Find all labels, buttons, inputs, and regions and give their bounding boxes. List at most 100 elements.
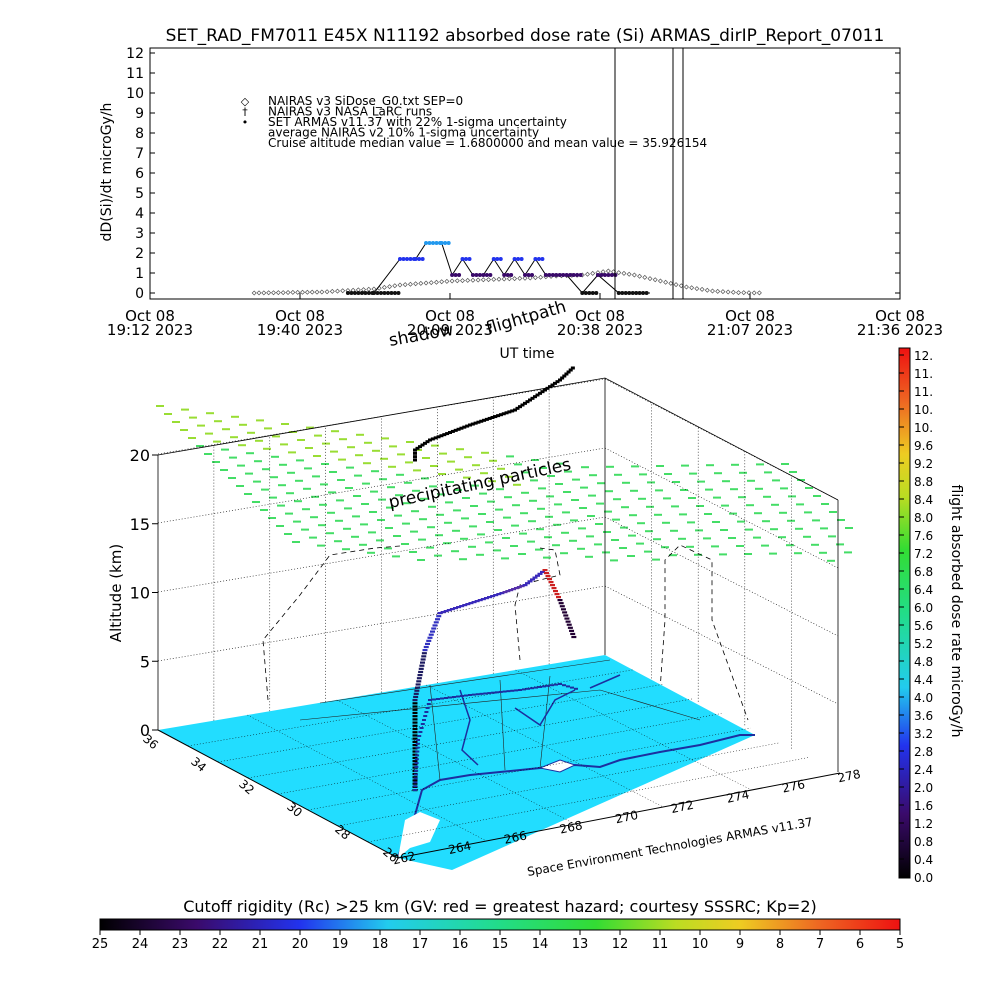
armas-point xyxy=(420,257,425,261)
flightpath-point xyxy=(553,590,558,593)
armas-point xyxy=(564,273,569,277)
armas-point xyxy=(571,273,576,277)
armas-point xyxy=(554,273,559,277)
precip-dash xyxy=(409,551,417,553)
ground-track-point xyxy=(417,735,422,737)
legend-entry: average NAIRAS v2 10% 1-sigma uncertaint… xyxy=(268,126,539,140)
nairas-point xyxy=(361,287,367,293)
precip-dash xyxy=(628,534,636,537)
precip-dash xyxy=(329,471,337,473)
flightpath-point xyxy=(535,574,540,577)
precip-dash xyxy=(410,530,418,533)
precip-dash xyxy=(338,458,346,461)
precip-dash xyxy=(330,450,338,453)
precip-dash xyxy=(614,473,622,476)
nairas-point xyxy=(290,289,296,295)
ground-track-point xyxy=(558,683,562,685)
precip-dash xyxy=(342,548,350,551)
precip-dash xyxy=(286,492,294,495)
precip-dash xyxy=(343,527,351,530)
ground-track-point xyxy=(574,687,578,690)
precip-dash xyxy=(462,497,470,499)
shadow-point xyxy=(442,433,447,437)
precip-dash xyxy=(611,539,619,541)
flightpath-point xyxy=(563,614,569,617)
precip-dash xyxy=(655,489,663,492)
ground-track-point xyxy=(468,694,472,696)
shadow-point xyxy=(462,425,467,429)
flightpath-point xyxy=(525,582,530,585)
precip-dash xyxy=(331,430,339,433)
precip-dash xyxy=(431,444,439,447)
armas-point xyxy=(526,273,531,277)
precip-dash xyxy=(630,489,638,492)
nairas-point xyxy=(335,288,340,294)
flightpath-point xyxy=(496,593,502,596)
flightpath-point xyxy=(413,695,419,699)
precip-dash xyxy=(463,476,471,479)
ground-track-point xyxy=(475,693,480,696)
precip-dash xyxy=(730,488,738,491)
flightpath-point xyxy=(421,652,427,655)
precip-dash xyxy=(362,482,370,485)
precip-dash xyxy=(536,528,544,531)
shadow-point xyxy=(425,440,430,444)
nairas-point xyxy=(397,282,403,288)
precip-dash xyxy=(237,464,245,467)
flightpath-point xyxy=(412,734,418,737)
nairas-point xyxy=(460,278,465,284)
right-colorbar-tick-label: 5.2 xyxy=(914,637,933,651)
precip-dash xyxy=(221,448,229,451)
right-colorbar-tick-label: 2.8 xyxy=(914,745,933,759)
right-colorbar-tick-label: 6.8 xyxy=(914,565,933,579)
precip-dash xyxy=(688,497,696,499)
precip-dash xyxy=(372,449,380,452)
legend-symbol: • xyxy=(242,116,249,129)
shadow-point xyxy=(448,431,452,434)
armas-point xyxy=(389,291,394,295)
precip-dash xyxy=(563,491,571,493)
precip-dash xyxy=(646,505,654,508)
nairas-point xyxy=(736,290,742,296)
precip-dash xyxy=(478,513,486,515)
nairas-point xyxy=(657,278,663,284)
precip-dash xyxy=(589,474,597,477)
nairas-point xyxy=(756,290,762,296)
precip-dash xyxy=(386,506,394,509)
precip-dash xyxy=(606,465,614,468)
state-borders xyxy=(299,659,701,781)
wall-grid-line xyxy=(157,447,606,524)
precip-dash xyxy=(453,509,461,512)
shadow-point xyxy=(453,428,458,432)
nairas-point xyxy=(683,284,689,290)
bottom-colorbar-tick-label: 14 xyxy=(532,937,549,952)
armas-point xyxy=(385,291,390,295)
shadow-point xyxy=(473,421,478,425)
ground-track-point xyxy=(413,789,417,791)
longitude-axis: 262 264 266 268 270 272 274 276 278 xyxy=(392,767,862,867)
precip-dash xyxy=(761,544,769,547)
precip-dash xyxy=(554,503,562,506)
precip-dash xyxy=(229,456,237,459)
top-y-axis-label: dD(Si)/dt microGy/h xyxy=(99,103,115,242)
flightpath-point xyxy=(571,635,577,639)
armas-point xyxy=(464,257,468,261)
precip-dash xyxy=(427,526,435,529)
bottom-colorbar-ticks: 25 24 23 22 21 20 19 18 17 16 15 14 13 12 11 10 9 8 7 6 5 xyxy=(92,930,904,952)
ground-track-point xyxy=(483,692,488,695)
series-nairas xyxy=(251,268,762,296)
shadow-point xyxy=(518,405,522,409)
bottom-colorbar-tick-label: 24 xyxy=(132,937,149,952)
precip-dash xyxy=(472,464,480,467)
precip-dash xyxy=(604,510,612,513)
y-tick-label: 8 xyxy=(135,126,144,142)
x-tick-time: 19:40 2023 xyxy=(257,321,343,339)
x-tick-day: Oct 08 xyxy=(875,307,925,325)
flightpath-point xyxy=(477,599,483,602)
z-tick-label: 10 xyxy=(130,584,150,603)
y-tick-label: 3 xyxy=(135,226,144,242)
shadow-point xyxy=(566,370,571,374)
flightpath-point xyxy=(508,589,514,592)
armas-point xyxy=(439,241,444,245)
precip-dash xyxy=(697,480,705,483)
